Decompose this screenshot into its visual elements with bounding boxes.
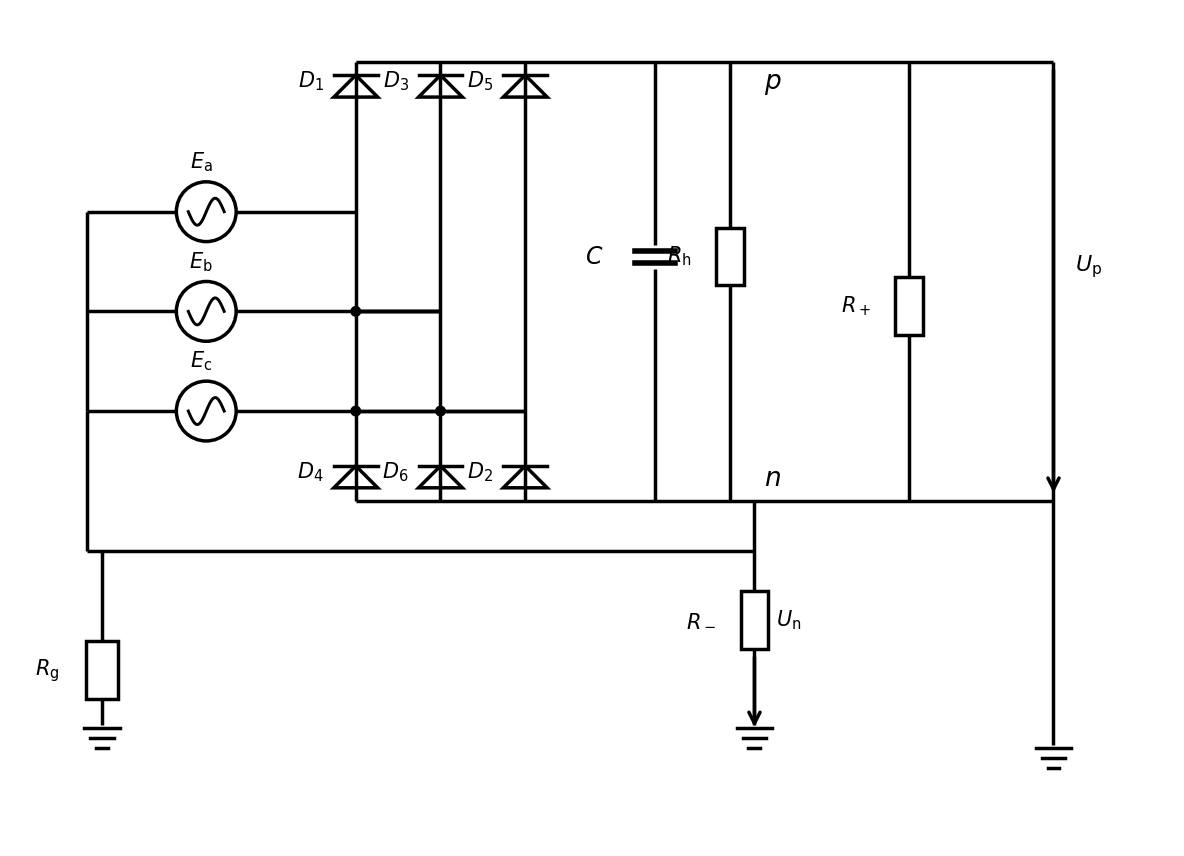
Text: $D_3$: $D_3$ — [382, 69, 408, 93]
Text: $p$: $p$ — [765, 72, 783, 98]
Text: $R_+$: $R_+$ — [841, 294, 871, 318]
Text: $C$: $C$ — [585, 245, 603, 269]
Text: $n$: $n$ — [765, 466, 781, 490]
Bar — [85, 641, 117, 699]
Bar — [715, 228, 744, 285]
Text: $D_6$: $D_6$ — [382, 460, 408, 484]
Bar — [895, 277, 922, 336]
Text: $U_\mathrm{n}$: $U_\mathrm{n}$ — [777, 609, 802, 633]
Text: $R_\mathrm{h}$: $R_\mathrm{h}$ — [667, 245, 691, 269]
Text: $R_\mathrm{g}$: $R_\mathrm{g}$ — [36, 657, 59, 684]
Circle shape — [350, 306, 361, 317]
Circle shape — [435, 406, 446, 417]
Text: $D_2$: $D_2$ — [468, 460, 494, 484]
Text: $D_5$: $D_5$ — [468, 69, 494, 93]
Text: $E_\mathrm{a}$: $E_\mathrm{a}$ — [189, 150, 213, 174]
Text: $D_4$: $D_4$ — [297, 460, 324, 484]
Text: $E_\mathrm{b}$: $E_\mathrm{b}$ — [189, 250, 213, 274]
Text: $E_\mathrm{c}$: $E_\mathrm{c}$ — [191, 349, 212, 373]
Text: $U_\mathrm{p}$: $U_\mathrm{p}$ — [1075, 253, 1102, 280]
Bar — [740, 591, 768, 650]
Text: $R_-$: $R_-$ — [687, 610, 716, 630]
Circle shape — [350, 406, 361, 417]
Text: $D_1$: $D_1$ — [298, 69, 324, 93]
